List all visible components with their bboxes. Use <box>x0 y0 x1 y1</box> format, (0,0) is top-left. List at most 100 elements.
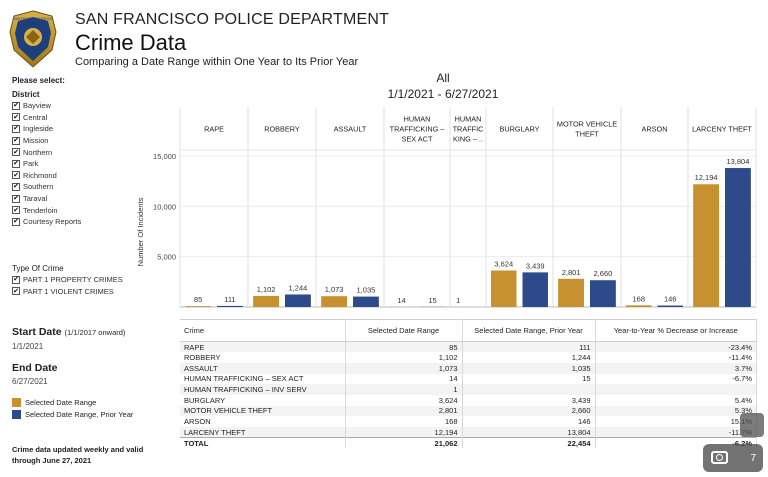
bar-data-label: 12,194 <box>695 173 718 182</box>
bar-data-label: 13,804 <box>726 157 749 166</box>
start-date-label-text: Start Date <box>12 326 62 338</box>
photo-gallery-button[interactable]: 7 <box>703 444 763 472</box>
bar-selected <box>693 184 719 307</box>
district-option-tenderloin[interactable]: ✔ Tenderloin <box>12 204 81 216</box>
bar-data-label: 85 <box>194 295 202 304</box>
district-option-central[interactable]: ✔ Central <box>12 112 81 124</box>
y-tick-label: 5,000 <box>157 253 176 262</box>
cell-selected: 2,801 <box>345 405 463 417</box>
checkbox-checked-icon[interactable]: ✔ <box>12 113 20 122</box>
start-date-input[interactable]: 1/1/2021 <box>12 342 44 351</box>
checkbox-checked-icon[interactable]: ✔ <box>12 101 20 110</box>
cell-prior: 15 <box>462 373 596 385</box>
category-header-label: ARSON <box>642 125 668 134</box>
crime-type-option-part-1-property-crimes[interactable]: ✔ PART 1 PROPERTY CRIMES <box>12 274 123 286</box>
crime-summary-table: Crime Selected Date Range Selected Date … <box>180 319 757 449</box>
bar-data-label: 2,660 <box>594 269 613 278</box>
bar-data-label: 1 <box>456 296 460 305</box>
end-date-input[interactable]: 6/27/2021 <box>12 377 48 386</box>
table-row: ARSON16814615.1% <box>180 416 757 427</box>
y-tick-label: 10,000 <box>153 202 176 211</box>
sfpd-badge-logo: SAN FRANCISCO POLICE <box>9 10 57 68</box>
checkbox-checked-icon[interactable]: ✔ <box>12 159 20 168</box>
cell-change <box>595 384 757 395</box>
category-header-label: THEFT <box>575 130 599 139</box>
table-header-row: Crime Selected Date Range Selected Date … <box>180 319 757 342</box>
bar-data-label: 111 <box>224 295 235 304</box>
checkbox-checked-icon[interactable]: ✔ <box>12 206 20 215</box>
category-header-label: TRAFFIC <box>453 125 484 134</box>
share-button[interactable] <box>740 413 764 437</box>
col-header-change: Year-to-Year % Decrease or Increase <box>595 319 757 342</box>
table-row: ASSAULT 1,073 1,035 3.7% <box>180 362 757 374</box>
district-option-southern[interactable]: ✔ Southern <box>12 181 81 193</box>
cell-crime: MOTOR VEHICLE THEFT <box>180 405 346 417</box>
cell-selected: 85 <box>345 341 463 353</box>
district-option-northern[interactable]: ✔ Northern <box>12 146 81 158</box>
cell-prior: 146 <box>462 416 596 427</box>
bar-prior <box>657 305 683 307</box>
checkbox-checked-icon[interactable]: ✔ <box>12 124 20 133</box>
end-date-label: End Date <box>12 362 58 374</box>
please-select-label: Please select: <box>12 76 65 85</box>
cell-crime: LARCENY THEFT <box>180 427 346 438</box>
cell-selected: 168 <box>345 416 463 427</box>
crime-type-option-part-1-violent-crimes[interactable]: ✔ PART 1 VIOLENT CRIMES <box>12 286 123 298</box>
district-option-park[interactable]: ✔ Park <box>12 158 81 170</box>
checkbox-checked-icon[interactable]: ✔ <box>12 194 20 203</box>
cell-change: 5.3% <box>595 405 757 417</box>
checkbox-checked-icon[interactable]: ✔ <box>12 171 20 180</box>
crime-type-filter-label: Type Of Crime <box>12 264 64 273</box>
checkbox-checked-icon[interactable]: ✔ <box>12 182 20 191</box>
district-option-label: Central <box>23 112 48 122</box>
checkbox-checked-icon[interactable]: ✔ <box>12 136 20 145</box>
checkbox-checked-icon[interactable]: ✔ <box>12 217 20 226</box>
district-option-mission[interactable]: ✔ Mission <box>12 135 81 147</box>
cell-prior: 111 <box>462 341 596 353</box>
checkbox-checked-icon[interactable]: ✔ <box>12 275 20 284</box>
table-row: HUMAN TRAFFICKING – INV SERV 1 <box>180 384 757 395</box>
table-row: RAPE 85 111 -23.4% <box>180 341 757 353</box>
category-header-label: MOTOR VEHICLE <box>557 120 617 129</box>
total-label: TOTAL <box>180 437 346 449</box>
cell-prior: 13,804 <box>462 427 596 438</box>
data-update-note: Crime data updated weekly and valid thro… <box>12 445 144 465</box>
total-change: -6.2% <box>595 437 757 449</box>
cell-change: -6.7% <box>595 373 757 385</box>
bar-data-label: 15 <box>428 296 436 305</box>
cell-selected: 14 <box>345 373 463 385</box>
cell-change: 3.7% <box>595 362 757 374</box>
department-name: SAN FRANCISCO POLICE DEPARTMENT <box>75 11 390 28</box>
district-filter-label: District <box>12 90 40 99</box>
bar-prior <box>217 305 243 307</box>
legend-label: Selected Date Range <box>25 397 97 407</box>
district-option-richmond[interactable]: ✔ Richmond <box>12 170 81 182</box>
cell-change: -11.7% <box>595 427 757 438</box>
table-row: HUMAN TRAFFICKING – SEX ACT 14 15 -6.7% <box>180 373 757 385</box>
district-option-ingleside[interactable]: ✔ Ingleside <box>12 123 81 135</box>
total-prior: 22,454 <box>462 437 596 449</box>
checkbox-checked-icon[interactable]: ✔ <box>12 148 20 157</box>
district-filter-list: ✔ Bayview ✔ Central ✔ Ingleside ✔ Mission ✔ North… <box>12 100 81 228</box>
legend-swatch <box>12 397 21 407</box>
bar-data-label: 1,102 <box>257 285 276 294</box>
district-option-courtesy-reports[interactable]: ✔ Courtesy Reports <box>12 216 81 228</box>
category-header-label: SEX ACT <box>402 135 433 144</box>
crime-type-option-label: PART 1 VIOLENT CRIMES <box>23 286 114 296</box>
checkbox-checked-icon[interactable]: ✔ <box>12 287 20 296</box>
cell-prior: 1,035 <box>462 362 596 374</box>
cell-crime: ASSAULT <box>180 362 346 374</box>
category-header-band <box>180 107 756 150</box>
cell-crime: ARSON <box>180 416 346 427</box>
total-selected: 21,062 <box>345 437 463 449</box>
bar-data-label: 14 <box>397 296 405 305</box>
district-option-taraval[interactable]: ✔ Taraval <box>12 193 81 205</box>
cell-crime: RAPE <box>180 341 346 353</box>
bar-prior <box>353 296 379 307</box>
bar-selected <box>321 296 347 307</box>
bar-selected <box>558 278 584 307</box>
district-option-bayview[interactable]: ✔ Bayview <box>12 100 81 112</box>
page-subtitle: Comparing a Date Range within One Year t… <box>75 56 359 68</box>
